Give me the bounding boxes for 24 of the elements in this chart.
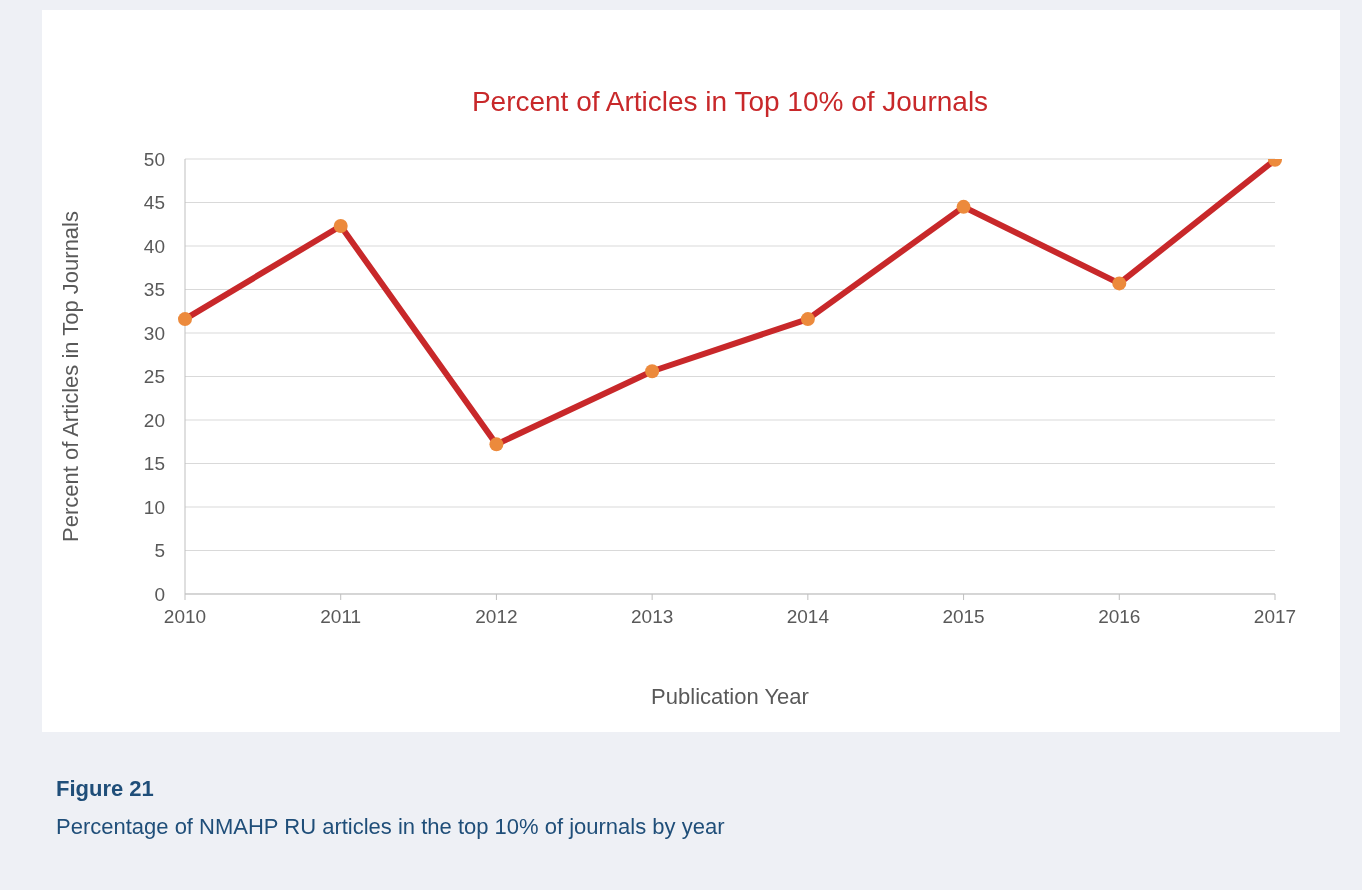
caption: Figure 21	[56, 776, 154, 802]
y-tick-label: 15	[143, 453, 165, 475]
x-tick-label: 2016	[1098, 606, 1141, 628]
chart-title: Percent of Articles in Top 10% of Journals	[470, 86, 990, 118]
y-tick-label: 20	[143, 409, 165, 431]
x-tick-label: 2011	[320, 606, 362, 628]
x-axis-title: Publication Year	[651, 684, 809, 709]
y-axis-title: Percent of Articles in Top Journals	[57, 211, 83, 542]
y-tick-label: 50	[143, 148, 165, 170]
x-tick-label: 2013	[631, 606, 674, 628]
y-tick-label: 35	[143, 279, 165, 301]
y-tick-label: 45	[143, 192, 165, 214]
y-tick-label: 30	[143, 322, 165, 344]
y-tick-label: 10	[143, 496, 165, 518]
x-tick-label: 2015	[942, 606, 985, 628]
y-tick-label: 40	[143, 235, 165, 257]
x-tick-label: 2012	[475, 606, 518, 628]
x-tick-label: 2017	[1253, 606, 1297, 628]
y-tick-label: 5	[154, 540, 165, 562]
x-tick-label: 2010	[163, 606, 207, 628]
y-tick-label: 25	[143, 366, 165, 388]
y-tick-label: 0	[154, 583, 165, 605]
text: Percentage of NMAHP RU articles in the top 10% of journals by year	[56, 814, 725, 840]
x-tick-label: 2014	[786, 606, 830, 628]
